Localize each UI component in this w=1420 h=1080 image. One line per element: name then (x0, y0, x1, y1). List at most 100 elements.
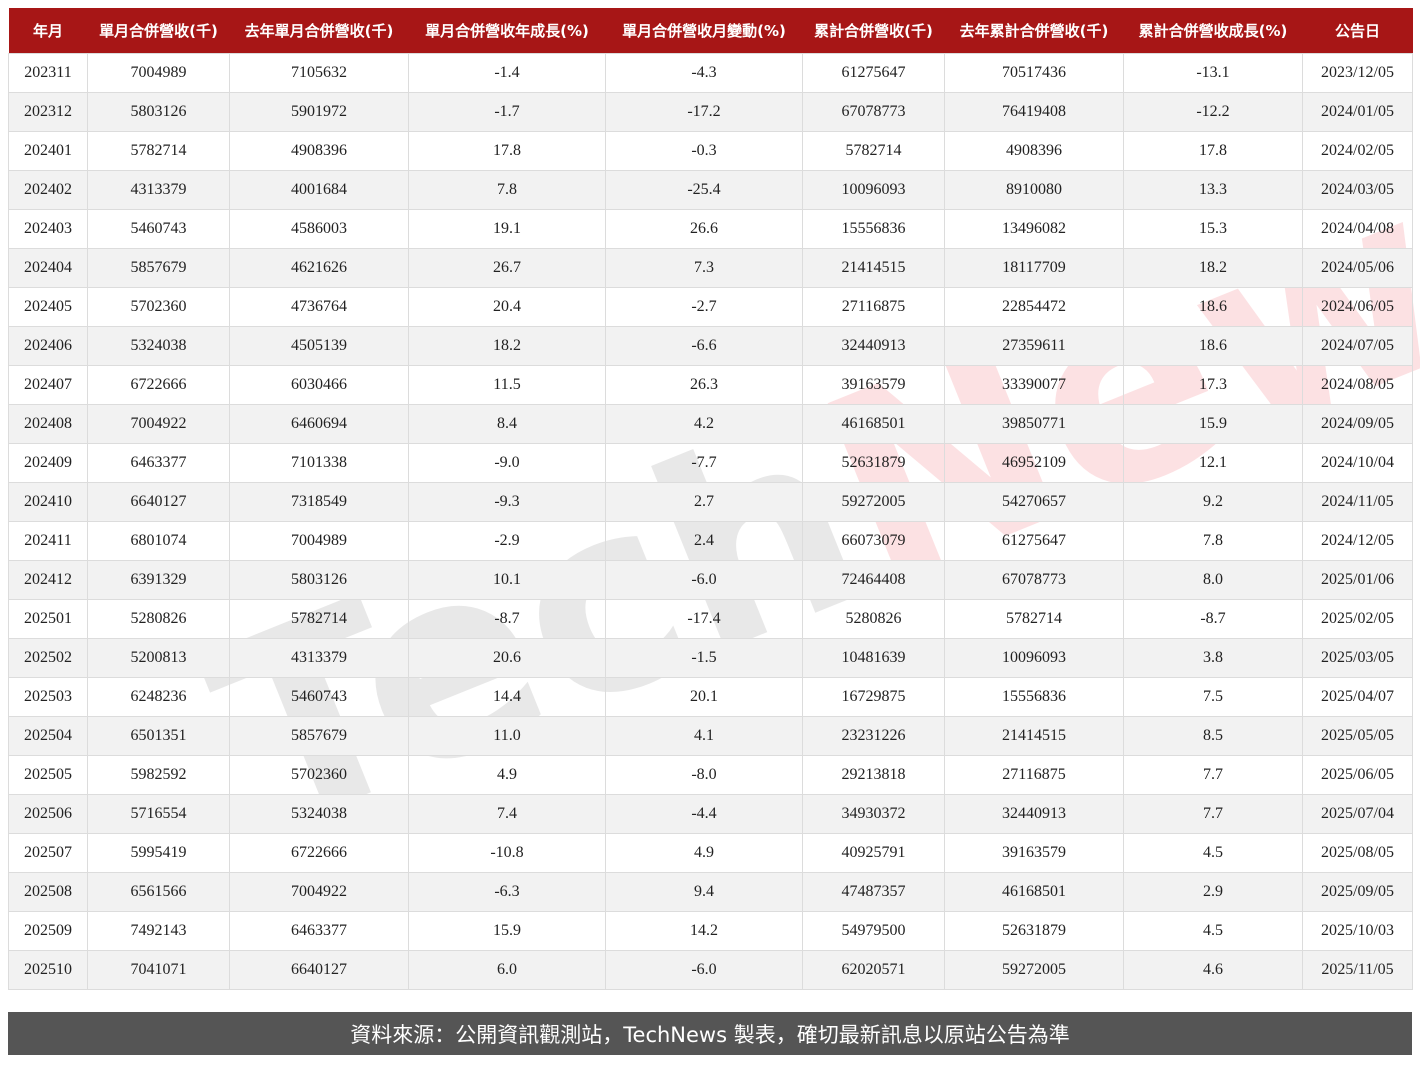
table-cell: 5901972 (229, 92, 409, 132)
table-row: 202405 5702360 4736764 20.4 -2.7 27116875 2285… (8, 287, 1413, 327)
table-cell: 14.4 (408, 677, 606, 717)
table-cell: -10.8 (408, 833, 606, 873)
table-cell: 7041071 (87, 950, 230, 990)
table-cell: 7105632 (229, 53, 409, 93)
table-cell: 202501 (8, 599, 88, 639)
table-cell: -8.7 (1123, 599, 1303, 639)
table-cell: 27116875 (944, 755, 1124, 795)
table-cell: 27116875 (802, 287, 945, 327)
table-cell: 202405 (8, 287, 88, 327)
table-cell: 27359611 (944, 326, 1124, 366)
table-cell: 7318549 (229, 482, 409, 522)
table-cell: 17.8 (408, 131, 606, 171)
table-cell: 2025/08/05 (1302, 833, 1413, 873)
table-row: 202311 7004989 7105632 -1.4 -4.3 61275647 7051… (8, 53, 1413, 93)
table-cell: 6801074 (87, 521, 230, 561)
table-cell: 4586003 (229, 209, 409, 249)
table-cell: 61275647 (944, 521, 1124, 561)
table-row: 202504 6501351 5857679 11.0 4.1 23231226 21414… (8, 716, 1413, 756)
table-cell: 5803126 (87, 92, 230, 132)
table-cell: 2024/02/05 (1302, 131, 1413, 171)
table-cell: 2024/01/05 (1302, 92, 1413, 132)
table-cell: 4908396 (944, 131, 1124, 171)
table-cell: 5782714 (944, 599, 1124, 639)
table-cell: 2025/10/03 (1302, 911, 1413, 951)
table-cell: 2024/10/04 (1302, 443, 1413, 483)
table-cell: 6391329 (87, 560, 230, 600)
table-cell: 4.6 (1123, 950, 1303, 990)
table-cell: 59272005 (944, 950, 1124, 990)
table-cell: -1.7 (408, 92, 606, 132)
table-cell: -25.4 (605, 170, 803, 210)
table-cell: -4.4 (605, 794, 803, 834)
table-header-row: 年月 單月合併營收(千) 去年單月合併營收(千) 單月合併營收年成長(%) 單月合併營收… (8, 8, 1413, 54)
table-cell: 4621626 (229, 248, 409, 288)
table-cell: 7.4 (408, 794, 606, 834)
table-cell: 7492143 (87, 911, 230, 951)
table-cell: 2025/09/05 (1302, 872, 1413, 912)
table-cell: 202502 (8, 638, 88, 678)
table-cell: 6463377 (87, 443, 230, 483)
table-cell: 72464408 (802, 560, 945, 600)
table-cell: 6722666 (229, 833, 409, 873)
table-cell: 5280826 (802, 599, 945, 639)
table-cell: 202409 (8, 443, 88, 483)
table-cell: 7.8 (408, 170, 606, 210)
table-cell: 6.0 (408, 950, 606, 990)
table-row: 202502 5200813 4313379 20.6 -1.5 10481639 1009… (8, 638, 1413, 678)
table-cell: 4.9 (408, 755, 606, 795)
table-cell: 5803126 (229, 560, 409, 600)
table-row: 202501 5280826 5782714 -8.7 -17.4 5280826 5782… (8, 599, 1413, 639)
table-cell: 5324038 (87, 326, 230, 366)
table-cell: 202412 (8, 560, 88, 600)
table-cell: -4.3 (605, 53, 803, 93)
table-cell: 5460743 (87, 209, 230, 249)
table-cell: 13496082 (944, 209, 1124, 249)
table-cell: 4.9 (605, 833, 803, 873)
table-cell: 62020571 (802, 950, 945, 990)
table-cell: 8.0 (1123, 560, 1303, 600)
table-cell: 13.3 (1123, 170, 1303, 210)
table-cell: 10096093 (802, 170, 945, 210)
table-cell: 10096093 (944, 638, 1124, 678)
table-cell: 5200813 (87, 638, 230, 678)
table-cell: 39850771 (944, 404, 1124, 444)
table-cell: 9.4 (605, 872, 803, 912)
table-cell: 5857679 (229, 716, 409, 756)
table-cell: 20.1 (605, 677, 803, 717)
table-cell: 6030466 (229, 365, 409, 405)
table-cell: 4313379 (87, 170, 230, 210)
table-cell: 5702360 (229, 755, 409, 795)
source-footer: 資料來源：公開資訊觀測站，TechNews 製表，確切最新訊息以原站公告為準 (8, 1012, 1412, 1055)
table-cell: 8.4 (408, 404, 606, 444)
table-row: 202505 5982592 5702360 4.9 -8.0 29213818 27116… (8, 755, 1413, 795)
table-cell: 59272005 (802, 482, 945, 522)
table-cell: 40925791 (802, 833, 945, 873)
table-cell: 11.0 (408, 716, 606, 756)
table-cell: 2024/09/05 (1302, 404, 1413, 444)
table-cell: 10481639 (802, 638, 945, 678)
table-cell: 7004922 (229, 872, 409, 912)
table-cell: 2025/03/05 (1302, 638, 1413, 678)
table-cell: 5460743 (229, 677, 409, 717)
table-cell: 4505139 (229, 326, 409, 366)
table-cell: 5857679 (87, 248, 230, 288)
table-cell: 6640127 (87, 482, 230, 522)
table-row: 202409 6463377 7101338 -9.0 -7.7 52631879 4695… (8, 443, 1413, 483)
table-cell: 5702360 (87, 287, 230, 327)
table-cell: 70517436 (944, 53, 1124, 93)
table-cell: -17.2 (605, 92, 803, 132)
revenue-table: 年月 單月合併營收(千) 去年單月合併營收(千) 單月合併營收年成長(%) 單月合併營收… (8, 8, 1413, 990)
table-cell: -6.3 (408, 872, 606, 912)
column-header: 年月 (8, 8, 88, 54)
table-cell: 18.6 (1123, 326, 1303, 366)
table-cell: 2023/12/05 (1302, 53, 1413, 93)
column-header: 單月合併營收月變動(%) (605, 8, 803, 54)
table-row: 202507 5995419 6722666 -10.8 4.9 40925791 3916… (8, 833, 1413, 873)
table-cell: 2.7 (605, 482, 803, 522)
table-cell: 20.4 (408, 287, 606, 327)
table-cell: 46952109 (944, 443, 1124, 483)
table-cell: 7004989 (229, 521, 409, 561)
table-cell: 202407 (8, 365, 88, 405)
table-cell: 18.2 (1123, 248, 1303, 288)
